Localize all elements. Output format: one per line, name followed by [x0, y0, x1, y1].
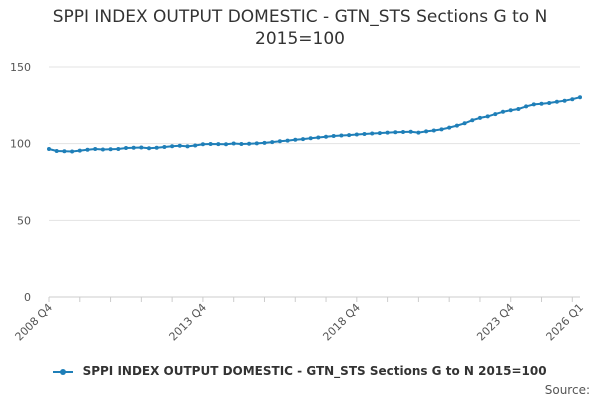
data-point [347, 133, 352, 138]
data-point [516, 107, 521, 111]
data-point [124, 146, 128, 150]
legend-series-label: SPPI INDEX OUTPUT DOMESTIC - GTN_STS Sec… [82, 364, 547, 378]
data-point [70, 149, 75, 154]
data-point [408, 129, 413, 134]
data-point [170, 144, 175, 149]
data-point [377, 131, 382, 136]
x-tick-label: 2023 Q4 [474, 301, 517, 344]
data-point [193, 143, 198, 148]
legend[interactable]: SPPI INDEX OUTPUT DOMESTIC - GTN_STS Sec… [0, 364, 600, 378]
data-point [485, 114, 490, 119]
gridlines [49, 66, 580, 221]
data-point [401, 130, 405, 134]
data-point [162, 145, 167, 149]
data-point [393, 130, 398, 135]
data-point [239, 142, 244, 146]
data-point [285, 138, 290, 143]
data-point [62, 149, 67, 154]
data-point [85, 147, 90, 152]
data-point [362, 132, 367, 136]
data-point [431, 128, 436, 133]
data-point [54, 149, 59, 153]
data-point [331, 134, 336, 138]
y-tick-label: 0 [24, 291, 31, 304]
data-point [77, 148, 82, 153]
data-point [439, 127, 444, 132]
data-point [508, 108, 513, 113]
data-point [578, 95, 582, 100]
data-point [370, 131, 375, 136]
x-tick-label: 2026 Q1 [544, 301, 587, 344]
x-tick-label: 2008 Q4 [13, 301, 56, 344]
data-point [316, 135, 321, 140]
data-point [570, 97, 575, 102]
y-tick-label: 150 [10, 61, 31, 74]
data-point [247, 141, 252, 146]
data-point [493, 112, 498, 117]
data-point [354, 132, 359, 137]
data-point [301, 137, 305, 142]
data-point [562, 98, 567, 103]
data-point [216, 142, 221, 147]
data-point [254, 141, 259, 146]
series-line [48, 96, 581, 153]
data-point [277, 139, 282, 144]
data-point [524, 104, 529, 109]
data-point [47, 147, 51, 151]
data-point [139, 145, 144, 150]
chart-title-line-1: SPPI INDEX OUTPUT DOMESTIC - GTN_STS Sec… [52, 7, 548, 27]
data-point [116, 147, 121, 151]
data-point [185, 144, 190, 149]
data-point [154, 145, 159, 150]
chart-title: SPPI INDEX OUTPUT DOMESTIC - GTN_STS Sec… [0, 6, 600, 50]
data-point [293, 137, 298, 142]
data-point [231, 141, 236, 146]
data-point [224, 142, 228, 147]
y-tick-label: 100 [10, 138, 31, 151]
data-point [339, 133, 344, 138]
data-point [208, 142, 213, 146]
data-point [177, 143, 182, 148]
data-point [262, 140, 267, 145]
y-axis-tick-labels: 0 50 100 150 [10, 61, 31, 304]
data-point [324, 134, 328, 139]
legend-series-swatch-icon [53, 368, 74, 375]
data-point [478, 115, 482, 120]
data-point [108, 147, 113, 152]
chart-title-line-2: 2015=100 [255, 29, 345, 49]
data-point [308, 136, 313, 141]
x-tick-label: 2018 Q4 [320, 301, 363, 344]
data-point [539, 101, 544, 106]
data-point [470, 118, 475, 123]
data-point [147, 146, 151, 151]
x-tick-label: 2013 Q4 [166, 301, 209, 344]
data-point [554, 99, 559, 104]
data-point [93, 147, 98, 151]
data-point [200, 142, 205, 147]
data-point [385, 130, 390, 135]
data-point [270, 140, 275, 145]
x-axis: 2008 Q4 2013 Q4 2018 Q4 2023 Q4 2026 Q1 [13, 296, 587, 344]
data-point [501, 109, 505, 114]
data-point [100, 147, 105, 152]
source-label: Source: [544, 383, 590, 397]
data-point [424, 129, 429, 134]
series-layer [47, 95, 582, 154]
data-point [447, 125, 452, 130]
data-point [547, 101, 552, 105]
data-point [531, 102, 536, 107]
data-point [416, 130, 421, 135]
y-tick-label: 50 [17, 214, 31, 227]
data-point [454, 123, 459, 128]
data-point [131, 145, 136, 150]
data-point [462, 121, 467, 126]
